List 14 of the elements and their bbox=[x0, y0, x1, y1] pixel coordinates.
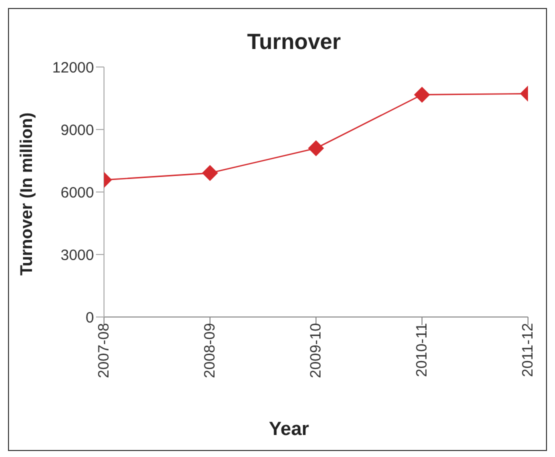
y-tick-label: 6000 bbox=[60, 184, 94, 202]
y-axis-title: Turnover (In million) bbox=[17, 112, 37, 276]
y-tick-label: 3000 bbox=[60, 246, 94, 264]
chart-title: Turnover bbox=[246, 29, 342, 55]
x-tick-label: 2009-10 bbox=[308, 323, 325, 378]
point bbox=[308, 140, 324, 156]
x-tick-label: 2011-12 bbox=[520, 323, 537, 377]
x-axis-title: Year bbox=[268, 419, 310, 441]
x-tick-label: 2007-08 bbox=[96, 323, 113, 378]
y-tick-label: 9000 bbox=[60, 122, 94, 139]
x-tick-label: 2008-09 bbox=[202, 323, 219, 378]
y-tick-label: 0 bbox=[86, 309, 94, 326]
x-tick-label: 2010-11 bbox=[414, 323, 431, 377]
y-tick-label: 12000 bbox=[52, 59, 94, 76]
